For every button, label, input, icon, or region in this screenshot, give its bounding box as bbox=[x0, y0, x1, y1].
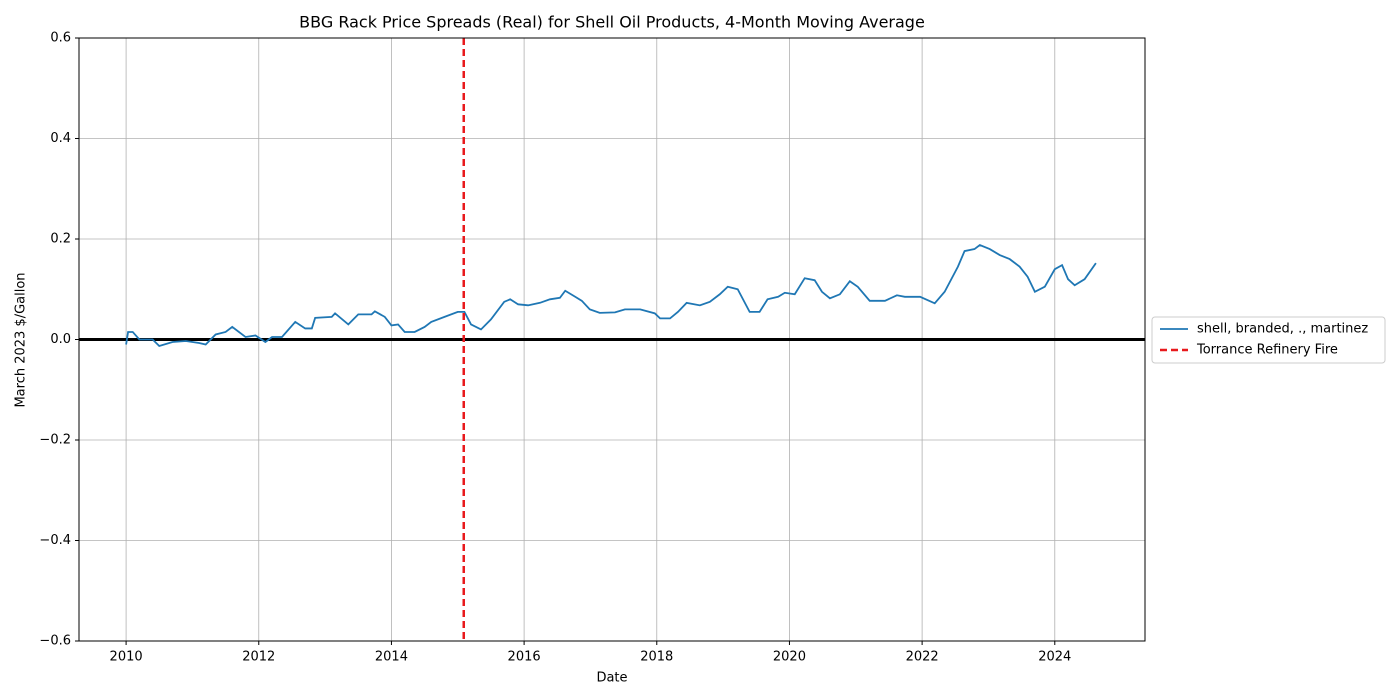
y-tick-label: −0.2 bbox=[39, 433, 71, 448]
y-tick-label: −0.6 bbox=[39, 634, 71, 649]
y-tick-label: −0.4 bbox=[39, 533, 71, 548]
y-tick-label: 0.4 bbox=[50, 131, 71, 146]
x-tick-label: 2018 bbox=[640, 650, 673, 665]
x-tick-label: 2010 bbox=[110, 650, 143, 665]
legend-box bbox=[1151, 316, 1386, 364]
plot-frame bbox=[78, 37, 1146, 642]
legend-label: shell, branded, ., martinez bbox=[1197, 322, 1368, 337]
chart-title: BBG Rack Price Spreads (Real) for Shell … bbox=[299, 13, 925, 32]
x-tick-label: 2012 bbox=[242, 650, 275, 665]
y-tick-label: 0.0 bbox=[50, 332, 71, 347]
x-tick-label: 2022 bbox=[906, 650, 939, 665]
x-tick-label: 2020 bbox=[773, 650, 806, 665]
x-tick-label: 2016 bbox=[508, 650, 541, 665]
y-tick-label: 0.6 bbox=[50, 31, 71, 46]
legend-label: Torrance Refinery Fire bbox=[1196, 343, 1338, 358]
x-tick-label: 2024 bbox=[1038, 650, 1071, 665]
data-line bbox=[125, 244, 1097, 348]
y-axis-label: March 2023 $/Gallon bbox=[14, 272, 29, 407]
y-tick-label: 0.2 bbox=[50, 232, 71, 247]
x-axis-label: Date bbox=[596, 671, 627, 686]
x-tick-label: 2014 bbox=[375, 650, 408, 665]
